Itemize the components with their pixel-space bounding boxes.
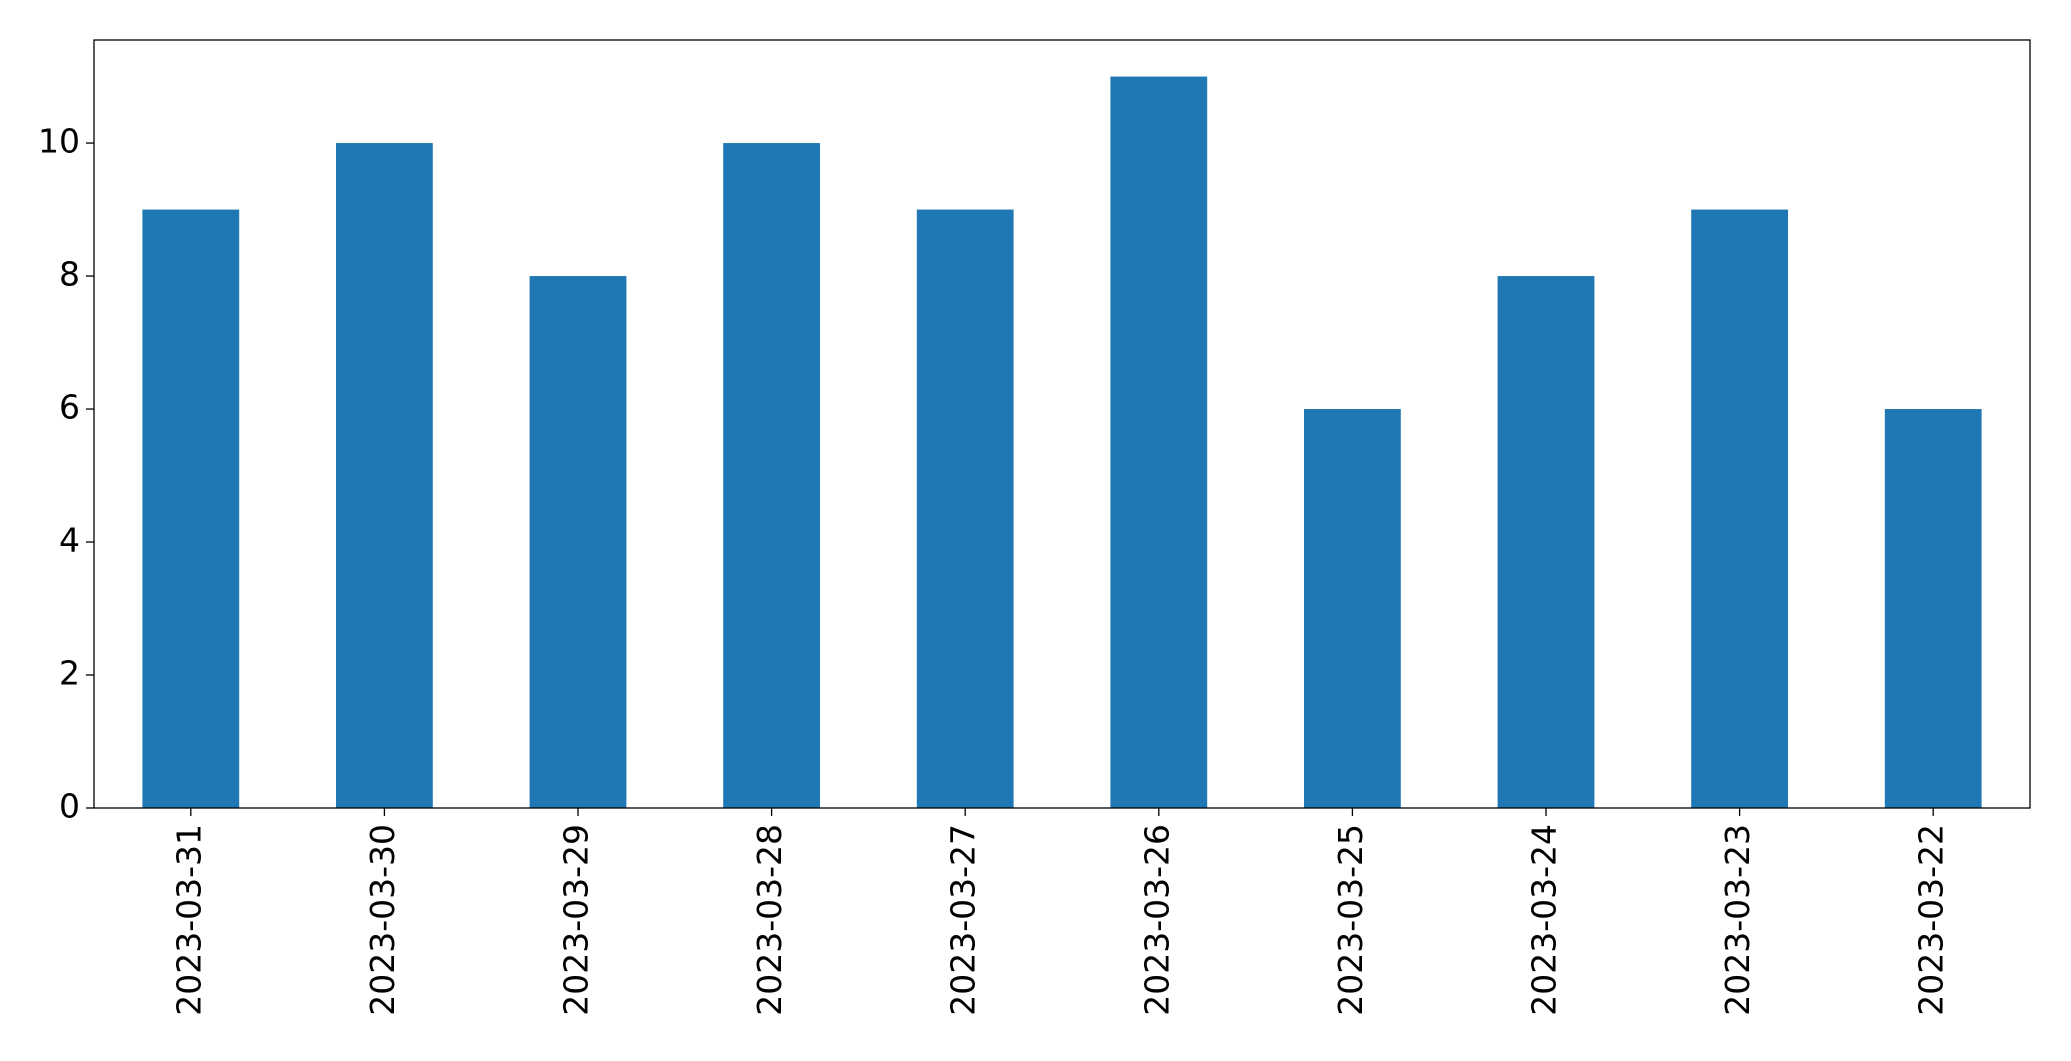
x-tick-label: 2023-03-25 xyxy=(1331,824,1370,1016)
bar xyxy=(142,209,240,808)
bar xyxy=(1691,209,1788,808)
bar xyxy=(1497,276,1595,808)
plot-frame xyxy=(93,39,2031,809)
bar xyxy=(1110,76,1208,809)
y-tick-label: 2 xyxy=(59,654,80,693)
x-tick-label: 2023-03-24 xyxy=(1525,824,1564,1016)
x-tick-label: 2023-03-27 xyxy=(944,824,983,1016)
bar xyxy=(723,143,820,808)
y-tick-label: 10 xyxy=(38,122,80,161)
x-tick-label: 2023-03-22 xyxy=(1912,824,1951,1016)
bar xyxy=(1304,409,1401,808)
x-tick-label: 2023-03-28 xyxy=(750,824,789,1016)
y-tick-label: 0 xyxy=(59,787,80,826)
x-tick-label: 2023-03-31 xyxy=(169,824,208,1016)
y-tick-label: 6 xyxy=(59,388,80,427)
bar xyxy=(529,276,627,808)
x-tick-label: 2023-03-30 xyxy=(363,824,402,1016)
x-tick-label: 2023-03-29 xyxy=(557,824,596,1016)
x-tick-label: 2023-03-26 xyxy=(1137,824,1176,1016)
bar xyxy=(336,143,433,808)
bar xyxy=(1884,409,1982,808)
x-tick-label: 2023-03-23 xyxy=(1718,824,1757,1016)
y-tick-label: 8 xyxy=(59,255,80,294)
y-tick-label: 4 xyxy=(59,521,80,560)
bar xyxy=(916,209,1014,808)
